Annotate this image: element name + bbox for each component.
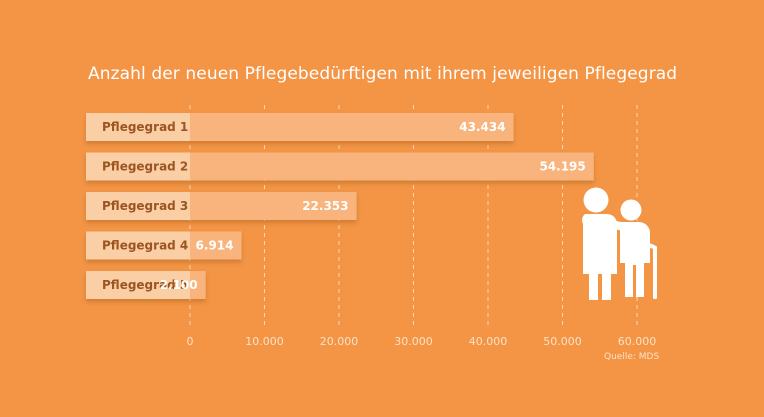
x-tick-label: 30.000 (394, 335, 433, 348)
category-label: Pflegegrad 1 (102, 120, 188, 134)
x-tick-label: 20.000 (320, 335, 359, 348)
category-label: Pflegegrad 5 (102, 278, 188, 292)
category-label: Pflegegrad 3 (102, 199, 188, 213)
source-note: Quelle: MDS (604, 352, 660, 362)
category-label: Pflegegrad 2 (102, 160, 188, 174)
value-label: 6.914 (196, 239, 234, 253)
elderly-care-icon (582, 187, 657, 300)
value-label: 22.353 (302, 199, 348, 213)
x-tick-label: 0 (187, 335, 194, 348)
category-label-box (86, 192, 190, 220)
x-tick-label: 50.000 (543, 335, 582, 348)
category-label: Pflegegrad 4 (102, 239, 188, 253)
x-tick-label: 10.000 (245, 335, 284, 348)
x-tick-label: 60.000 (618, 335, 657, 348)
category-label-box (86, 113, 190, 141)
category-label-box (86, 231, 190, 260)
value-label: 54.195 (539, 160, 585, 174)
bar-row: Pflegegrad 4 6.914 (86, 231, 242, 260)
chart-title: Anzahl der neuen Pflegebedürftigen mit i… (88, 64, 678, 84)
x-tick-label: 40.000 (469, 335, 508, 348)
bar-row: Pflegegrad 52.100 (86, 271, 206, 299)
bar-row: Pflegegrad 1 43.434 (86, 113, 514, 141)
value-label: 2.100 (160, 278, 198, 292)
x-axis-ticks: 0 10.000 20.000 30.000 40.000 50.000 60.000 (187, 335, 657, 348)
bar-row: Pflegegrad 2 54.195 (86, 152, 594, 181)
bar-row: Pflegegrad 3 22.353 (86, 192, 357, 220)
category-label-box (86, 152, 190, 181)
category-label-box (86, 271, 190, 299)
value-label: 43.434 (459, 120, 505, 134)
